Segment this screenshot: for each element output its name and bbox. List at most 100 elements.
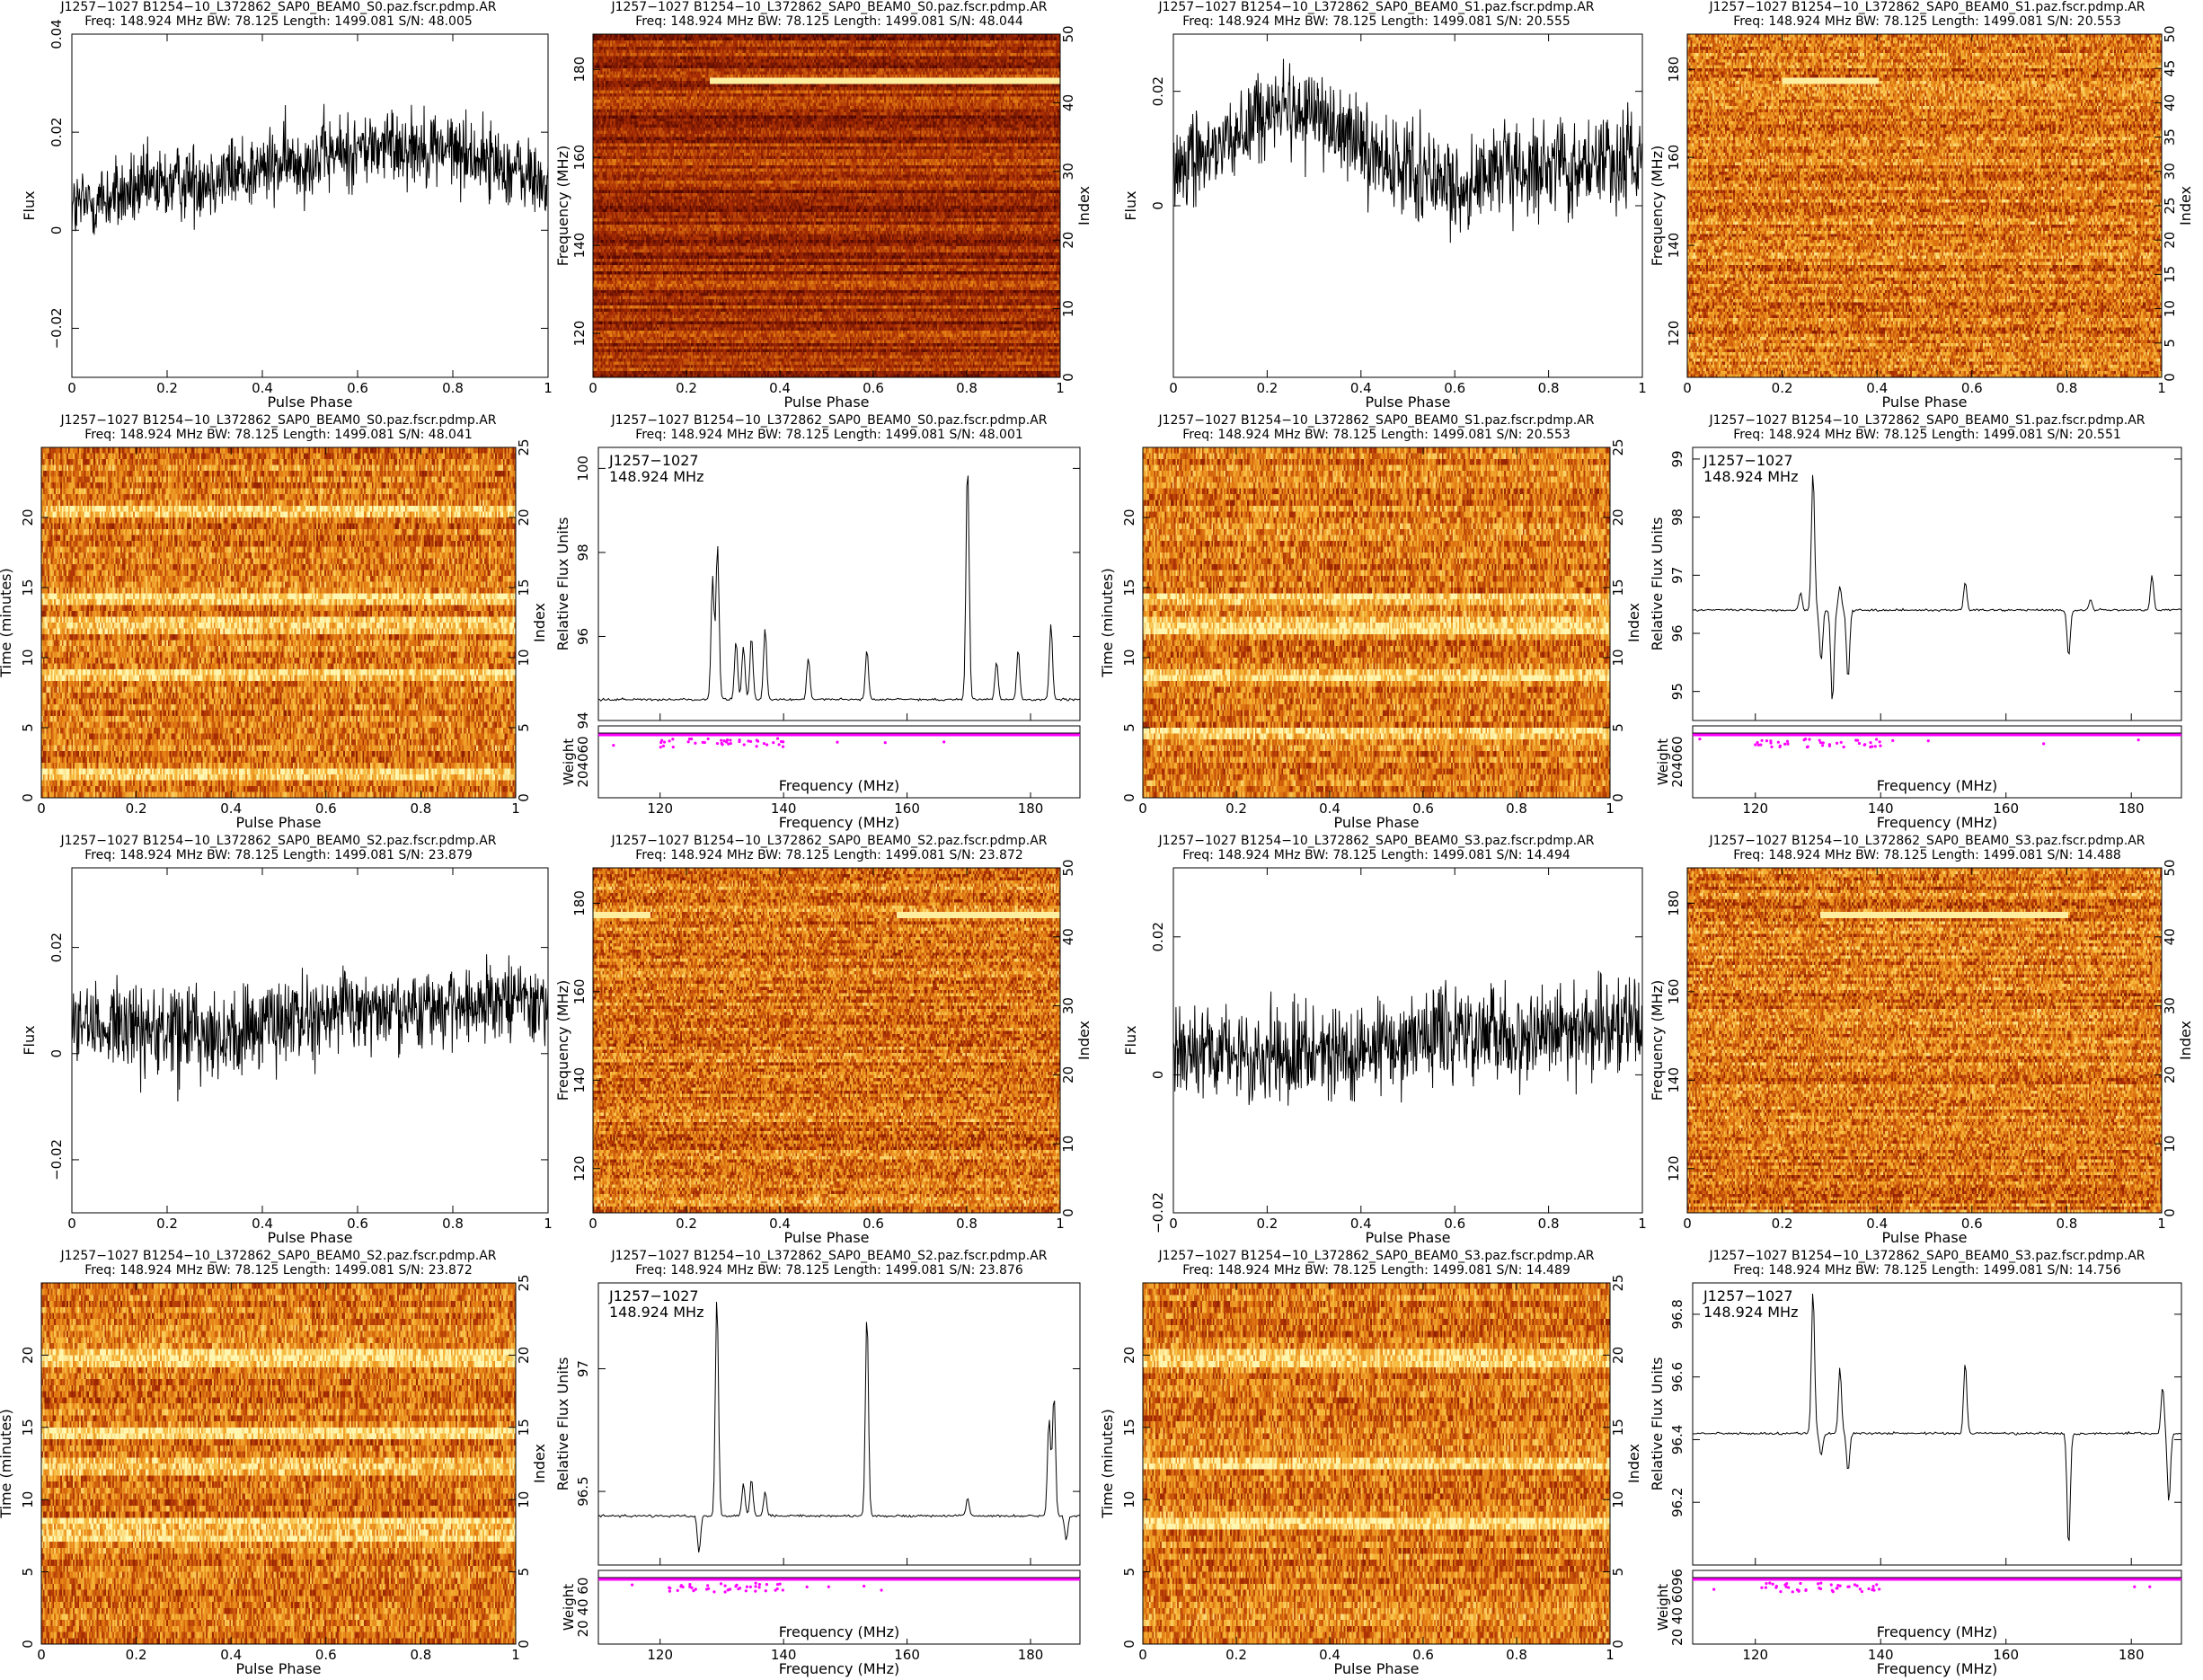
y2-tick-label: 25 (516, 438, 532, 455)
profile-trace (1172, 58, 1643, 243)
weight-point (2148, 1585, 2152, 1588)
weight-point (765, 743, 769, 747)
y-axis-label: Time (minutes) (1102, 1409, 1116, 1519)
y2-tick-label: 20 (2162, 1066, 2178, 1083)
weight-point (703, 740, 706, 745)
y2-tick-label: 15 (516, 1419, 532, 1436)
y-tick-label: −0.02 (49, 307, 65, 349)
y2-tick-label: 10 (1060, 1136, 1076, 1153)
y-tick-label: 96.6 (1669, 1362, 1685, 1392)
panel-profile: J1257−1027 B1254−10_L372862_SAP0_BEAM0_S… (1122, 834, 1647, 1246)
panel-freq: J1257−1027 B1254−10_L372862_SAP0_BEAM0_S… (557, 0, 1093, 411)
heatmap-image (41, 447, 516, 798)
x-tick-label: 0 (37, 800, 46, 817)
y-tick-label: 160 (571, 979, 588, 1005)
y2-tick-label: 45 (2162, 60, 2178, 77)
weight-x-label: Frequency (MHz) (779, 777, 899, 794)
weight-point (749, 739, 753, 743)
weight-points (1712, 1581, 2152, 1594)
y-tick-label: 10 (1121, 1491, 1137, 1508)
weight-point (755, 745, 758, 748)
weight-point (668, 739, 671, 743)
panel-profile: J1257−1027 B1254−10_L372862_SAP0_BEAM0_S… (21, 834, 553, 1246)
weight-point (725, 740, 729, 744)
y-tick-label: 180 (1666, 57, 1682, 83)
weight-point (738, 738, 741, 742)
y2-tick-label: 20 (1610, 508, 1626, 526)
weight-point (754, 1589, 757, 1593)
weight-point (1871, 1585, 1875, 1588)
y2-tick-label: 0 (2162, 1208, 2178, 1217)
x-tick-label: 0.4 (769, 1216, 791, 1232)
weight-point (1858, 1587, 1862, 1591)
heatmap-image (1143, 1283, 1610, 1644)
y-tick-label: 0 (1150, 201, 1166, 210)
weight-point (1926, 739, 1930, 743)
panel-title: J1257−1027 B1254−10_L372862_SAP0_BEAM0_S… (59, 834, 496, 848)
x-tick-label: 0.4 (252, 380, 273, 396)
weight-ticks: 20 40 6096 (1669, 1569, 1685, 1646)
weight-point (728, 1587, 732, 1591)
x-tick-label: 1 (511, 800, 520, 817)
y-axis-label: Relative Flux Units (557, 517, 571, 651)
weight-point (883, 741, 887, 745)
x-tick-label: 0.2 (1256, 1216, 1278, 1232)
panel-title: J1257−1027 B1254−10_L372862_SAP0_BEAM0_S… (610, 413, 1047, 428)
weight-ticks: 204060 (1669, 736, 1685, 787)
weight-point (1862, 743, 1866, 747)
panel-freq: J1257−1027 B1254−10_L372862_SAP0_BEAM0_S… (557, 834, 1093, 1246)
y-tick-label: 160 (1666, 979, 1682, 1005)
y2-tick-label: 0 (2162, 373, 2178, 382)
x-tick-label: 120 (1742, 800, 1768, 817)
y-tick-label: 0.02 (49, 933, 65, 962)
y2-tick-label: 15 (1610, 579, 1626, 596)
weight-point (2137, 738, 2140, 742)
y-tick-label: 15 (20, 1419, 36, 1436)
weight-point (1756, 740, 1759, 745)
y-tick-label: 0 (1150, 1071, 1166, 1080)
x-tick-label: 140 (1868, 1647, 1894, 1663)
panel-title: J1257−1027 B1254−10_L372862_SAP0_BEAM0_S… (1157, 1249, 1594, 1263)
weight-point (726, 738, 730, 742)
panel-spec: J1257−1027 B1254−10_L372862_SAP0_BEAM0_S… (1651, 413, 2182, 831)
y-tick-label: 97 (1669, 567, 1685, 584)
x-tick-label: 180 (1018, 1647, 1044, 1663)
weight-point (1867, 1587, 1871, 1591)
y-tick-label: 140 (1666, 1067, 1682, 1093)
weight-point (1787, 1586, 1791, 1589)
y-tick-label: 20 (20, 1347, 36, 1364)
weight-point (1776, 740, 1780, 744)
weight-point (775, 737, 780, 740)
y2-axis-label: Index (531, 1444, 548, 1483)
y2-tick-label: 20 (1060, 232, 1076, 249)
weight-point (729, 738, 732, 742)
panel-info: Freq: 148.924 MHz BW: 78.125 Length: 149… (84, 428, 473, 442)
x-tick-label: 120 (647, 1647, 673, 1663)
weight-point (723, 1584, 727, 1587)
x-tick-label: 0.2 (126, 1647, 147, 1663)
weight-point (727, 742, 730, 746)
y2-tick-label: 5 (1610, 1568, 1626, 1577)
x-tick-label: 180 (2119, 1647, 2145, 1663)
weight-point (679, 1584, 684, 1587)
y2-tick-label: 20 (1060, 1066, 1076, 1083)
weight-frame (1692, 725, 2182, 799)
y2-tick-label: 10 (2162, 300, 2178, 317)
y-axis-label: Relative Flux Units (557, 1357, 571, 1491)
y2-tick-label: 0 (1060, 373, 1076, 382)
weight-point (1873, 745, 1877, 748)
weight-x-label: Frequency (MHz) (1877, 1623, 1997, 1640)
weight-x-label: Frequency (MHz) (1877, 777, 1997, 794)
y2-tick-label: 15 (1610, 1419, 1626, 1436)
weight-point (1878, 1587, 1881, 1591)
x-tick-label: 1 (1606, 1647, 1615, 1663)
x-tick-label: 0 (1169, 1216, 1178, 1232)
y-tick-label: 160 (1666, 145, 1682, 171)
weight-point (688, 1583, 692, 1587)
y2-tick-label: 50 (1060, 859, 1076, 876)
y2-tick-label: 0 (1060, 1208, 1076, 1217)
panel-info: Freq: 148.924 MHz BW: 78.125 Length: 149… (1182, 14, 1570, 29)
panel-title: J1257−1027 B1254−10_L372862_SAP0_BEAM0_S… (1708, 413, 2145, 428)
x-tick-label: 0.2 (156, 1216, 178, 1232)
weight-point (1829, 1583, 1833, 1587)
